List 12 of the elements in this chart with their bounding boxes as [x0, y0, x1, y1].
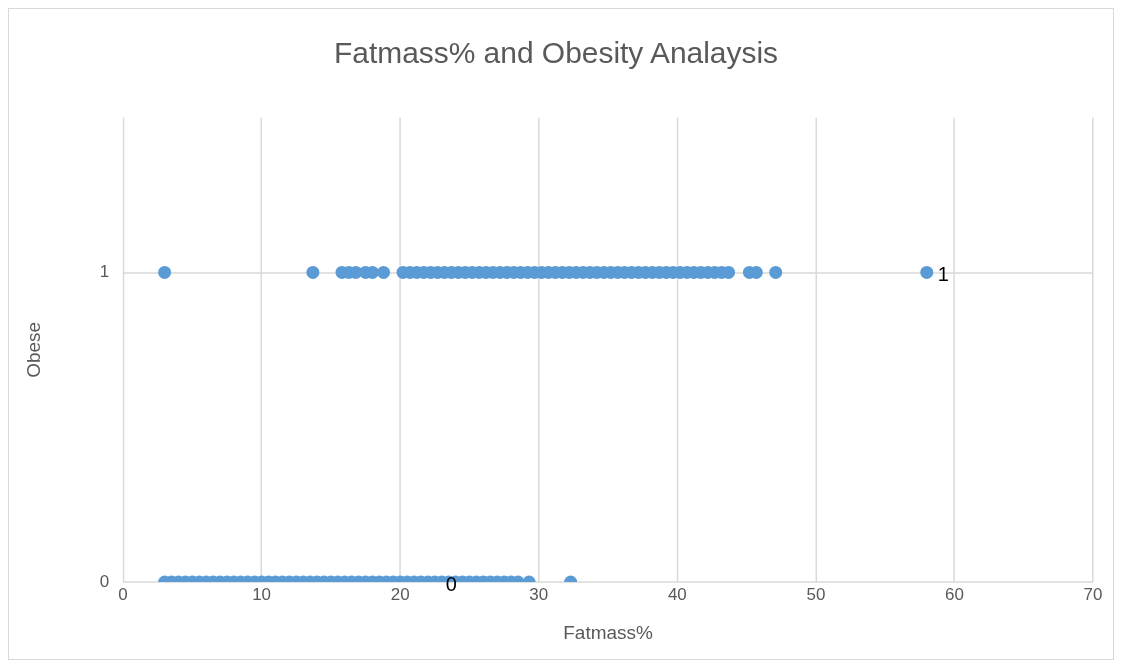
x-axis-title: Fatmass% — [563, 621, 653, 643]
chart-title: Fatmass% and Obesity Analaysis — [333, 36, 779, 70]
x-tick-label: 30 — [529, 584, 549, 604]
annotation: 1 — [937, 262, 949, 285]
y-axis-title: Obese — [22, 321, 44, 378]
x-tick-label: 50 — [806, 584, 826, 604]
x-tick-label: 10 — [252, 584, 272, 604]
x-tick-label: 70 — [1083, 584, 1103, 604]
x-tick-label: 20 — [390, 584, 410, 604]
x-tick-label: 0 — [118, 584, 128, 604]
x-tick-label: 60 — [945, 584, 964, 604]
x-tick-label: 40 — [667, 584, 687, 604]
